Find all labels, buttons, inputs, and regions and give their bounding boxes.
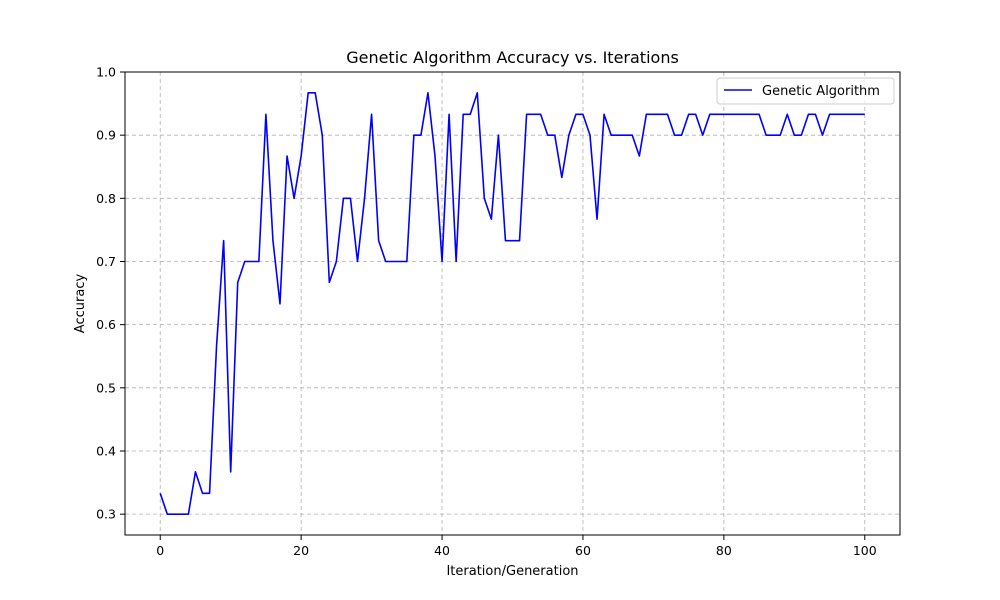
axis-ticks: 0 20 40 60 80 100 0.3 0.4 0.5 0.6 0.7 0.8 0.9 1.0: [96, 65, 877, 559]
legend-box: [716, 77, 895, 105]
chart-title: Genetic Algorithm Accuracy vs. Iteration…: [346, 48, 679, 67]
y-tick-label: 1.0: [96, 65, 116, 80]
x-axis-label: Iteration/Generation: [446, 564, 578, 579]
y-tick-label: 0.8: [96, 191, 116, 206]
x-tick-label: 60: [575, 543, 591, 558]
x-tick-label: 80: [716, 543, 732, 558]
x-tick-label: 20: [293, 543, 309, 558]
y-tick-label: 0.4: [96, 443, 116, 458]
series-layer: [159, 92, 865, 515]
x-tick-label: 40: [434, 543, 450, 558]
x-tick-label: 0: [156, 543, 164, 558]
series-line-genetic-algorithm: [159, 92, 865, 515]
y-axis-label: Accuracy: [73, 274, 88, 334]
y-tick-label: 0.7: [96, 254, 116, 269]
plot-area-frame: [124, 71, 901, 536]
y-tick-label: 0.9: [96, 128, 116, 143]
y-tick-label: 0.5: [96, 380, 116, 395]
y-tick-label: 0.3: [96, 507, 116, 522]
y-tick-label: 0.6: [96, 317, 116, 332]
legend-label: Genetic Algorithm: [762, 84, 880, 99]
legend: Genetic Algorithm: [716, 77, 895, 105]
x-tick-label: 100: [853, 543, 877, 558]
